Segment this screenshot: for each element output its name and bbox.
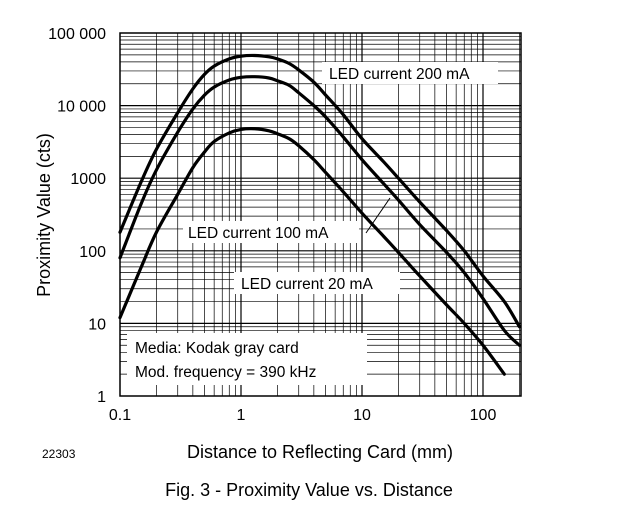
- figure-caption: Fig. 3 - Proximity Value vs. Distance: [165, 480, 453, 500]
- x-tick-label: 0.1: [109, 407, 131, 424]
- y-axis-title: Proximity Value (cts): [34, 133, 54, 297]
- label-bg-20ma: [234, 272, 400, 294]
- media-note-bg: [127, 333, 367, 385]
- label-20ma: LED current 20 mA: [241, 276, 373, 293]
- leader-100ma: [365, 197, 391, 234]
- series-line-3: [118, 127, 506, 376]
- x-axis-title: Distance to Reflecting Card (mm): [187, 442, 453, 462]
- y-tick-label: 1: [97, 389, 106, 406]
- y-tick-label: 100 000: [48, 26, 106, 43]
- series-line-2: [118, 75, 522, 347]
- label-200ma: LED current 200 mA: [329, 66, 470, 83]
- y-tick-label: 10: [88, 316, 106, 333]
- label-bg-200ma: [322, 62, 498, 84]
- y-tick-label: 100: [79, 244, 106, 261]
- label-100ma: LED current 100 mA: [188, 225, 329, 242]
- x-tick-label: 100: [470, 407, 497, 424]
- x-tick-label: 10: [353, 407, 371, 424]
- figure-id: 22303: [42, 447, 76, 461]
- y-tick-label: 10 000: [57, 99, 106, 116]
- series-line-1: [118, 53, 522, 329]
- x-tick-label: 1: [237, 407, 246, 424]
- plot-frame: [119, 32, 522, 397]
- series-layer: [118, 53, 522, 376]
- media-note: Media: Kodak gray card: [135, 340, 299, 357]
- frequency-note: Mod. frequency = 390 kHz: [135, 364, 316, 381]
- y-tick-label: 1000: [70, 171, 106, 188]
- label-bg-100ma: [183, 221, 359, 243]
